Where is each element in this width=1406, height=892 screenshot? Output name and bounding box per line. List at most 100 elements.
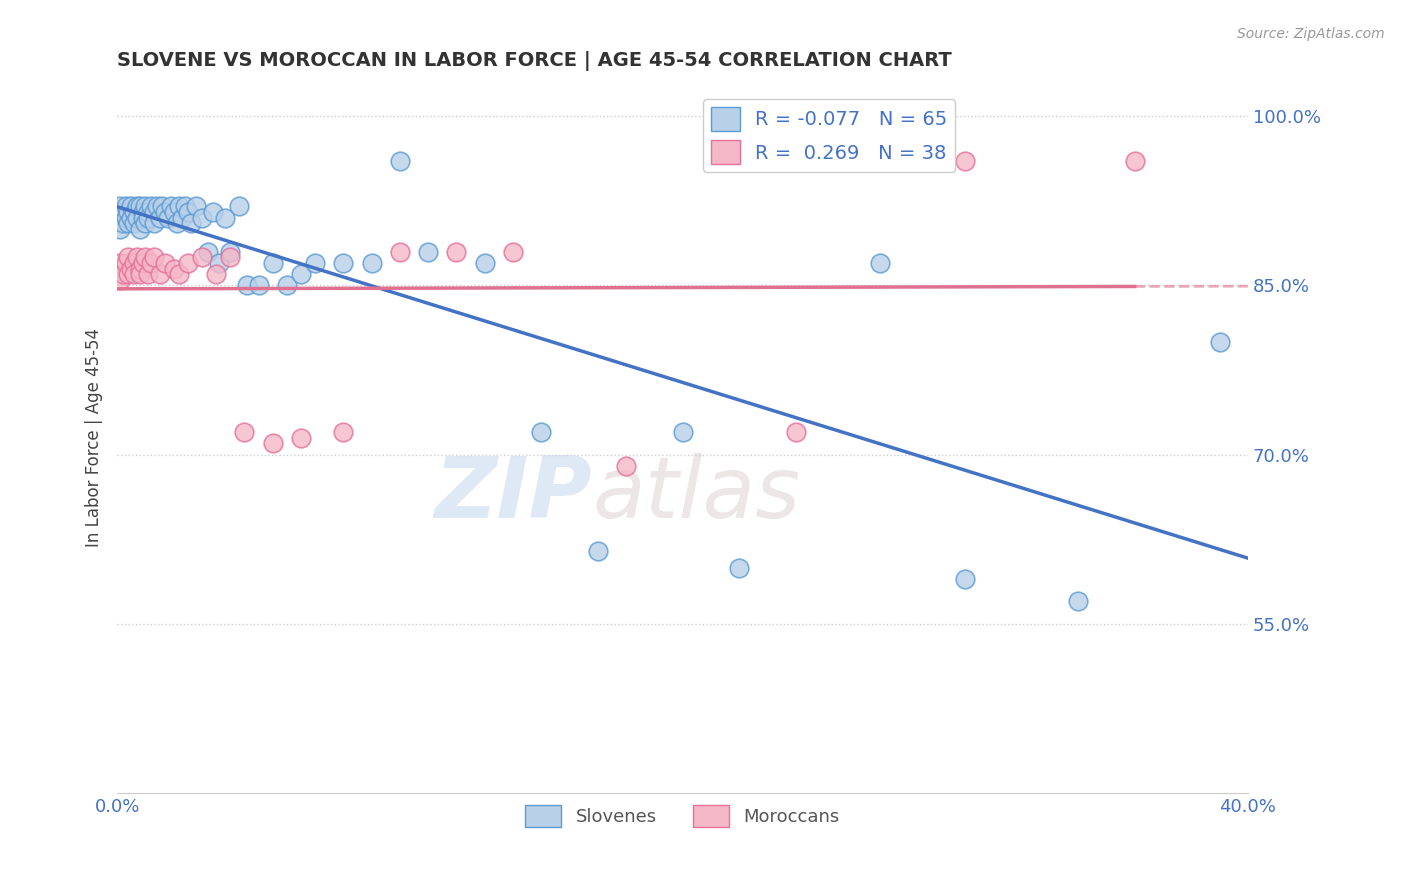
Point [586, 543, 609, 558]
Point [108, 256, 131, 270]
Y-axis label: In Labor Force | Age 45-54: In Labor Force | Age 45-54 [86, 328, 103, 548]
Point [120, 199, 142, 213]
Text: SLOVENE VS MOROCCAN IN LABOR FORCE | AGE 45-54 CORRELATION CHART: SLOVENE VS MOROCCAN IN LABOR FORCE | AGE… [117, 51, 952, 70]
Point [671, 425, 693, 440]
Point [117, 267, 139, 281]
Point [388, 154, 411, 169]
Point [125, 199, 148, 213]
Point [219, 250, 242, 264]
Point [388, 244, 411, 259]
Point [446, 244, 468, 259]
Point [1067, 594, 1090, 608]
Point [177, 256, 200, 270]
Point [145, 199, 167, 213]
Point [474, 256, 496, 270]
Point [953, 154, 976, 169]
Point [332, 425, 354, 440]
Point [108, 199, 131, 213]
Point [197, 244, 219, 259]
Point [125, 211, 148, 225]
Point [131, 256, 153, 270]
Point [117, 205, 139, 219]
Point [131, 205, 153, 219]
Point [219, 244, 242, 259]
Point [172, 211, 194, 225]
Point [247, 278, 270, 293]
Point [169, 199, 191, 213]
Point [142, 216, 165, 230]
Point [214, 211, 236, 225]
Point [502, 244, 524, 259]
Point [262, 256, 284, 270]
Point [117, 250, 139, 264]
Point [163, 205, 186, 219]
Point [125, 250, 148, 264]
Point [120, 261, 142, 276]
Point [136, 211, 159, 225]
Point [290, 267, 312, 281]
Point [177, 205, 200, 219]
Point [614, 458, 637, 473]
Point [233, 425, 256, 440]
Point [139, 256, 162, 270]
Point [108, 273, 131, 287]
Legend: Slovenes, Moroccans: Slovenes, Moroccans [517, 797, 846, 834]
Point [149, 267, 172, 281]
Point [111, 267, 134, 281]
Point [122, 267, 145, 281]
Point [122, 205, 145, 219]
Point [1208, 334, 1230, 349]
Point [360, 256, 382, 270]
Point [114, 256, 136, 270]
Point [186, 199, 208, 213]
Point [111, 216, 134, 230]
Point [114, 199, 136, 213]
Point [785, 425, 807, 440]
Point [202, 205, 225, 219]
Point [205, 267, 228, 281]
Point [236, 278, 259, 293]
Point [139, 199, 162, 213]
Point [136, 267, 159, 281]
Point [128, 261, 150, 276]
Point [228, 199, 250, 213]
Text: ZIP: ZIP [434, 453, 592, 536]
Point [160, 199, 183, 213]
Point [122, 216, 145, 230]
Point [128, 267, 150, 281]
Point [208, 256, 231, 270]
Point [332, 256, 354, 270]
Point [869, 256, 891, 270]
Point [174, 199, 197, 213]
Point [304, 256, 326, 270]
Text: atlas: atlas [592, 453, 800, 536]
Point [191, 211, 214, 225]
Point [155, 256, 177, 270]
Point [149, 211, 172, 225]
Point [953, 572, 976, 586]
Point [166, 216, 188, 230]
Point [155, 205, 177, 219]
Point [120, 211, 142, 225]
Point [262, 436, 284, 450]
Point [134, 199, 156, 213]
Point [152, 199, 174, 213]
Point [290, 431, 312, 445]
Point [136, 205, 159, 219]
Point [169, 267, 191, 281]
Point [134, 250, 156, 264]
Point [134, 216, 156, 230]
Point [111, 205, 134, 219]
Point [191, 250, 214, 264]
Point [157, 211, 180, 225]
Point [728, 560, 751, 574]
Point [530, 425, 553, 440]
Point [108, 222, 131, 236]
Point [117, 216, 139, 230]
Text: Source: ZipAtlas.com: Source: ZipAtlas.com [1237, 27, 1385, 41]
Point [180, 216, 202, 230]
Point [114, 211, 136, 225]
Point [1123, 154, 1146, 169]
Point [163, 261, 186, 276]
Point [131, 211, 153, 225]
